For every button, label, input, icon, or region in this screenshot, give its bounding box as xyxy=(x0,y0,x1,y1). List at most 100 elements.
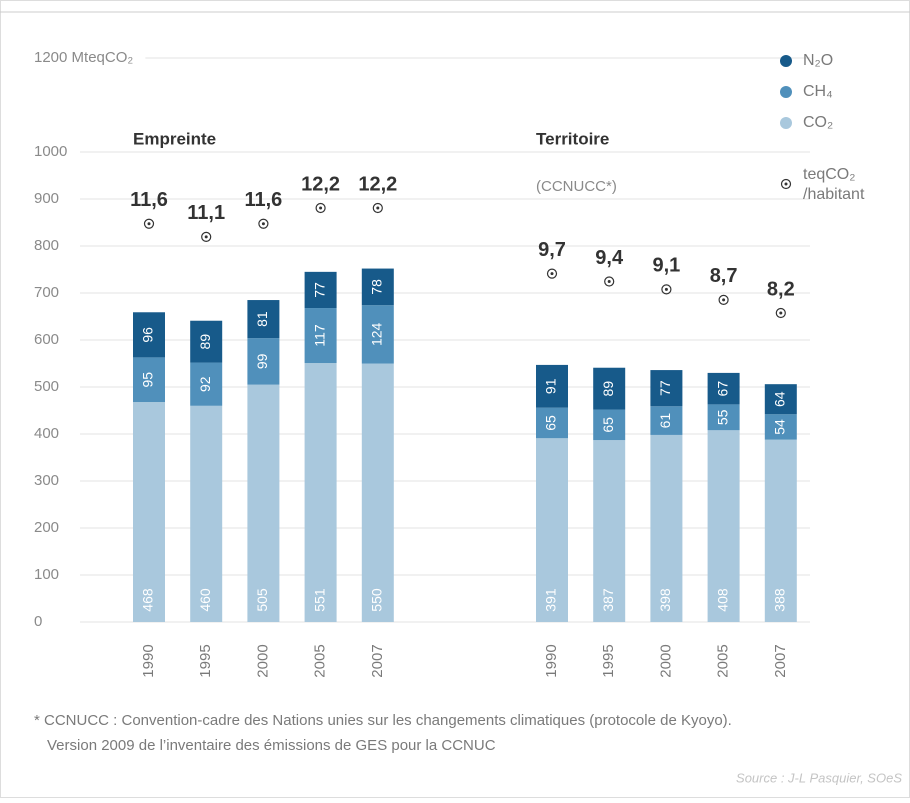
legend-swatch xyxy=(780,55,792,67)
y-tick-label: 0 xyxy=(34,613,42,630)
per-capita-marker xyxy=(201,231,212,242)
per-capita-marker xyxy=(661,284,672,295)
per-capita-label: 8,2 xyxy=(767,278,795,300)
x-tick-label: 2005 xyxy=(715,644,732,677)
y-tick-label: 100 xyxy=(34,566,59,583)
legend-label: N₂O xyxy=(803,52,833,69)
per-capita-marker xyxy=(718,294,729,305)
group-label: Territoire xyxy=(536,129,609,148)
value-label: 55 xyxy=(714,409,730,425)
x-tick-label: 2000 xyxy=(254,644,271,677)
per-capita-label: 8,7 xyxy=(710,265,738,287)
per-capita-dot xyxy=(319,206,323,210)
per-capita-label: 9,4 xyxy=(595,247,624,269)
y-tick-label: 800 xyxy=(34,237,59,254)
x-tick-label: 2000 xyxy=(657,644,674,677)
bar-segment xyxy=(190,405,223,622)
value-label: 95 xyxy=(140,372,156,388)
source: Source : J-L Pasquier, SOeS xyxy=(736,770,902,785)
bar-segment xyxy=(133,402,165,622)
bar-segment xyxy=(304,363,337,622)
legend-label: teqCO₂ xyxy=(803,166,855,183)
bar-segment xyxy=(536,364,568,408)
bar-segment xyxy=(190,320,223,363)
y-tick-label: 700 xyxy=(34,284,59,301)
per-capita-dot xyxy=(204,235,208,239)
legend-swatch xyxy=(780,117,792,129)
value-label: 78 xyxy=(369,279,385,295)
x-tick-label: 2007 xyxy=(369,644,386,677)
value-label: 551 xyxy=(311,588,327,612)
per-capita-dot xyxy=(722,298,726,302)
y-tick-label: 900 xyxy=(34,190,59,207)
per-capita-dot xyxy=(376,206,380,210)
y-tick-label: 600 xyxy=(34,331,59,348)
value-label: 77 xyxy=(311,282,327,298)
per-capita-label: 11,6 xyxy=(244,189,282,211)
bar-segment xyxy=(650,434,683,622)
bar-segment xyxy=(361,363,394,622)
value-label: 89 xyxy=(600,381,616,397)
bar-segment xyxy=(361,268,394,306)
per-capita-dot xyxy=(607,280,611,283)
bar-segment xyxy=(707,404,740,431)
bar-segment xyxy=(536,438,568,622)
value-label: 61 xyxy=(657,413,673,429)
per-capita-marker xyxy=(143,218,155,229)
value-label: 387 xyxy=(600,588,616,612)
per-capita-dot xyxy=(147,222,151,226)
bar-segment xyxy=(764,414,797,440)
per-capita-dot xyxy=(550,272,554,276)
value-label: 67 xyxy=(714,381,730,397)
value-label: 65 xyxy=(543,415,559,431)
per-capita-label: 11,6 xyxy=(130,189,168,211)
bar-segment xyxy=(593,409,626,441)
value-label: 124 xyxy=(369,322,385,346)
y-tick-label: 500 xyxy=(34,378,59,395)
x-tick-label: 1990 xyxy=(140,644,157,677)
y-tick-label: 200 xyxy=(34,519,59,536)
per-capita-label: 11,1 xyxy=(187,202,225,224)
value-label: 391 xyxy=(543,588,559,612)
per-capita-dot xyxy=(664,287,668,291)
value-label: 388 xyxy=(772,588,788,612)
group-label: Empreinte xyxy=(133,129,216,148)
x-tick-label: 2007 xyxy=(772,644,789,677)
y-tick-label: 300 xyxy=(34,472,59,489)
legend-marker xyxy=(780,178,792,190)
value-label: 89 xyxy=(197,334,213,350)
legend-marker-dot xyxy=(784,182,788,186)
value-label: 91 xyxy=(543,378,559,394)
footnote: * CCNUCC : Convention-cadre des Nations … xyxy=(34,712,732,729)
value-label: 460 xyxy=(197,588,213,612)
bar-segment xyxy=(536,407,568,439)
bar-segment xyxy=(304,308,337,364)
per-capita-dot xyxy=(261,222,265,226)
per-capita-label: 12,2 xyxy=(358,173,397,195)
x-tick-label: 1990 xyxy=(543,644,560,677)
value-label: 65 xyxy=(600,417,616,433)
bar-segment xyxy=(593,440,626,622)
group-subtitle: (CCNUCC*) xyxy=(536,178,617,195)
y-tick-label: 1000 xyxy=(34,143,67,160)
per-capita-marker xyxy=(775,307,786,319)
bar-segment xyxy=(190,362,223,406)
value-label: 77 xyxy=(657,380,673,396)
legend-swatch xyxy=(780,86,792,98)
value-label: 117 xyxy=(311,324,327,347)
value-label: 96 xyxy=(140,327,156,343)
bar-segment xyxy=(593,367,626,410)
legend-label: /habitant xyxy=(803,186,865,203)
value-label: 81 xyxy=(254,311,270,327)
per-capita-marker xyxy=(258,218,269,229)
value-label: 408 xyxy=(714,588,730,612)
per-capita-marker xyxy=(315,202,326,214)
value-label: 64 xyxy=(772,391,788,407)
footnote: Version 2009 de l’inventaire des émissio… xyxy=(47,737,496,754)
bar-segment xyxy=(133,312,165,358)
bar-segment xyxy=(247,300,280,339)
value-label: 505 xyxy=(254,588,270,612)
y-tick-label: 400 xyxy=(34,425,59,442)
per-capita-dot xyxy=(779,311,783,315)
